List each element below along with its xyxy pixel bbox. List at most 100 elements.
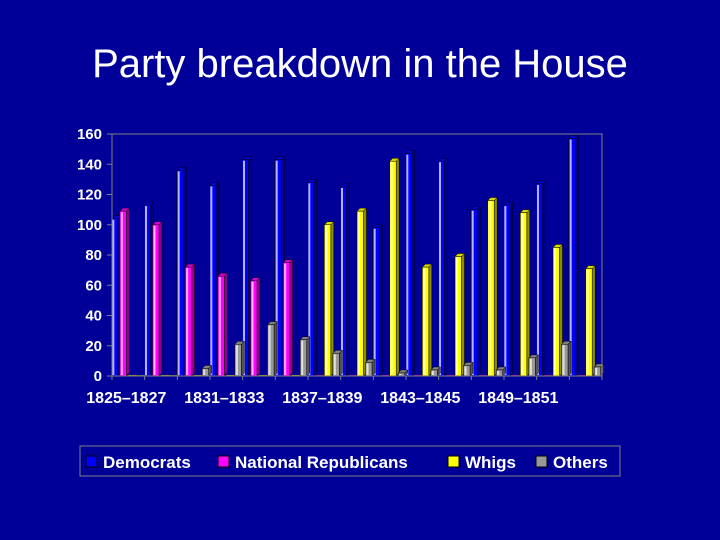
bar-highlight — [562, 345, 565, 375]
bar-highlight — [112, 219, 115, 375]
y-tick-label: 0 — [94, 368, 102, 385]
bar-democrats — [437, 160, 445, 377]
bar-highlight — [325, 225, 328, 375]
bar-side — [591, 265, 596, 377]
y-tick-label: 140 — [77, 156, 102, 173]
bar-highlight — [373, 228, 376, 375]
bar-side — [126, 207, 130, 377]
bar-highlight — [464, 366, 467, 375]
bar-highlight — [529, 358, 532, 375]
bar-others — [528, 357, 536, 377]
bar-democrats — [143, 204, 151, 377]
bar-side — [526, 209, 531, 377]
bar-highlight — [243, 160, 245, 375]
legend-swatch — [217, 455, 230, 468]
axes: 0 20 40 60 80 100 120 140 160 1825–1827 1831–1833 1… — [77, 126, 603, 407]
bar-others — [234, 343, 242, 377]
bar-highlight — [569, 139, 572, 375]
y-tick-label: 60 — [85, 277, 102, 294]
bar-national-republicans — [152, 224, 160, 377]
bar-national-republicans — [217, 275, 225, 377]
bar-national-republicans — [184, 266, 192, 377]
bar-whigs — [487, 200, 495, 377]
bar-others — [201, 368, 209, 377]
bar-democrats — [176, 170, 184, 377]
bar-others — [561, 343, 569, 377]
bar-highlight — [521, 213, 524, 375]
bar-democrats — [535, 183, 543, 377]
bar-highlight — [275, 160, 278, 375]
bar-highlight — [586, 269, 589, 375]
legend-swatch — [447, 455, 460, 468]
bar-democrats — [372, 227, 380, 377]
bar-highlight — [439, 162, 441, 375]
bar-others — [267, 324, 275, 377]
bar-side — [289, 258, 293, 377]
bar-side — [411, 150, 416, 377]
bar-side — [542, 180, 546, 377]
bar-highlight — [431, 370, 434, 375]
bar-highlight — [120, 212, 123, 375]
bar-side — [444, 157, 448, 377]
bar-side — [339, 349, 343, 377]
bar-side — [574, 134, 579, 377]
y-tick-label: 120 — [77, 187, 102, 204]
bar-side — [191, 263, 195, 377]
bar-whigs — [520, 212, 528, 377]
bar-democrats — [339, 186, 347, 377]
x-tick-label: 1825–1827 — [86, 390, 166, 407]
bar-whigs — [356, 210, 364, 377]
bar-side — [567, 340, 572, 377]
bar-highlight — [456, 257, 458, 375]
bar-democrats — [568, 138, 576, 377]
bar-others — [593, 366, 601, 377]
bar-highlight — [333, 354, 336, 375]
slide-title: Party breakdown in the House — [92, 42, 628, 86]
bar-national-republicans — [119, 210, 127, 377]
y-tick-label: 80 — [85, 247, 102, 264]
bar-others — [430, 369, 438, 377]
bar-highlight — [218, 277, 221, 375]
bar-side — [378, 224, 383, 377]
bar-side — [428, 263, 433, 377]
bar-side — [306, 336, 310, 377]
legend: Democrats National Republicans Whigs Others — [79, 445, 621, 477]
bar-highlight — [399, 373, 402, 375]
bar-side — [158, 221, 163, 377]
bar-national-republicans — [282, 262, 290, 377]
bar-highlight — [366, 363, 369, 375]
bar-whigs — [552, 247, 560, 377]
legend-swatch — [535, 455, 548, 468]
bar-side — [461, 252, 465, 377]
bar-highlight — [153, 225, 156, 375]
y-tick-label: 100 — [77, 217, 102, 234]
bar-highlight — [251, 281, 254, 375]
bar-whigs — [324, 224, 332, 377]
bar-others — [299, 339, 307, 377]
bar-side — [273, 320, 278, 377]
bar-highlight — [308, 183, 311, 375]
x-tick-label: 1837–1839 — [282, 390, 362, 407]
y-tick-label: 40 — [85, 308, 102, 325]
bar-side — [535, 354, 539, 377]
bar-highlight — [268, 325, 271, 375]
bar-highlight — [497, 370, 500, 375]
bar-others — [463, 365, 471, 377]
bar-side — [256, 277, 261, 377]
legend-label: National Republicans — [235, 453, 408, 472]
bar-highlight — [145, 206, 147, 375]
bar-highlight — [595, 367, 598, 375]
bar-highlight — [341, 187, 343, 375]
bar-highlight — [235, 345, 238, 375]
bar-highlight — [406, 154, 409, 375]
bar-others — [332, 353, 340, 377]
bar-national-republicans — [250, 280, 258, 377]
bar-side — [476, 206, 481, 377]
bar-others — [365, 362, 373, 377]
bar-democrats — [503, 204, 511, 377]
bar-side — [395, 157, 400, 377]
bar-highlight — [423, 268, 426, 375]
bar-whigs — [389, 160, 397, 377]
y-tick-label: 20 — [85, 338, 102, 355]
